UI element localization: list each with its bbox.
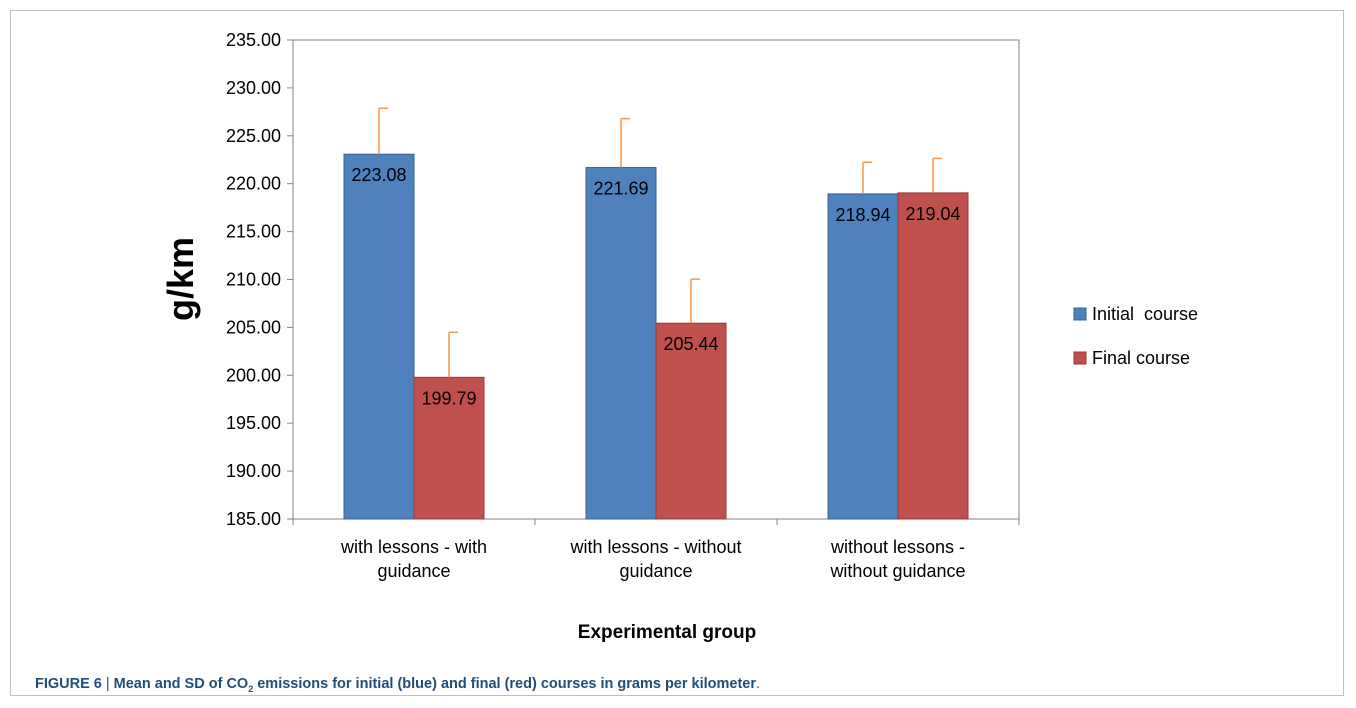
- caption-subscript: 2: [248, 683, 254, 694]
- data-label: 219.04: [905, 204, 960, 224]
- y-tick-label: 205.00: [226, 317, 281, 337]
- x-category-label-line: with lessons - with: [340, 537, 487, 557]
- figure-caption: FIGURE 6 | Mean and SD of CO2 emissions fo…: [35, 676, 760, 694]
- data-label: 223.08: [351, 165, 406, 185]
- y-tick-label: 215.00: [226, 222, 281, 242]
- bar-final: [897, 192, 969, 520]
- x-category-label-line: guidance: [377, 561, 450, 581]
- bar-initial: [827, 193, 899, 520]
- y-tick-label: 210.00: [226, 270, 281, 290]
- legend-label: Initial course: [1092, 304, 1198, 324]
- x-category-label: without lessons - without guidance: [829, 537, 965, 581]
- legend-swatch: [1073, 351, 1087, 365]
- x-category-label-line: guidance: [619, 561, 692, 581]
- y-tick-label: 190.00: [226, 461, 281, 481]
- legend-swatch: [1073, 307, 1087, 321]
- caption-label: FIGURE 6: [35, 676, 102, 692]
- data-label: 199.79: [421, 388, 476, 408]
- bars: 223.08 221.69 218.94 199.79 205.44 219.04: [343, 107, 969, 520]
- y-tick-label: 195.00: [226, 413, 281, 433]
- bar-initial: [585, 167, 657, 520]
- bar-initial: [343, 153, 415, 520]
- y-tick-label: 230.00: [226, 78, 281, 98]
- y-tick-label: 200.00: [226, 365, 281, 385]
- data-label: 218.94: [835, 205, 890, 225]
- x-category-label: with lessons - with guidance: [340, 537, 487, 581]
- data-label: 205.44: [663, 334, 718, 354]
- x-category-label: with lessons - without guidance: [569, 537, 741, 581]
- y-tick-label: 225.00: [226, 126, 281, 146]
- x-category-label-line: without guidance: [829, 561, 965, 581]
- x-category-label-line: with lessons - without: [569, 537, 741, 557]
- caption-text-before: Mean and SD of CO: [113, 676, 249, 692]
- y-tick-label: 235.00: [226, 30, 281, 50]
- legend-label: Final course: [1092, 348, 1190, 368]
- y-tick-label: 220.00: [226, 174, 281, 194]
- caption-text-after: emissions for initial (blue) and final (…: [253, 676, 757, 692]
- legend: Initial course Final course: [1073, 304, 1198, 368]
- caption-tail: .: [756, 676, 761, 692]
- bar-chart: 185.00 190.00 195.00 200.00 205.00 210.00 215.…: [160, 30, 1198, 643]
- y-axis: 185.00 190.00 195.00 200.00 205.00 210.00 215.…: [226, 30, 293, 529]
- y-tick-label: 185.00: [226, 509, 281, 529]
- caption-separator: |: [105, 676, 110, 692]
- x-category-label-line: without lessons -: [830, 537, 965, 557]
- y-axis-label: g/km: [160, 237, 201, 321]
- data-label: 221.69: [593, 179, 648, 199]
- figure-frame: 185.00 190.00 195.00 200.00 205.00 210.00 215.…: [10, 10, 1344, 696]
- bar-final: [655, 322, 727, 520]
- x-axis-label: Experimental group: [578, 622, 756, 643]
